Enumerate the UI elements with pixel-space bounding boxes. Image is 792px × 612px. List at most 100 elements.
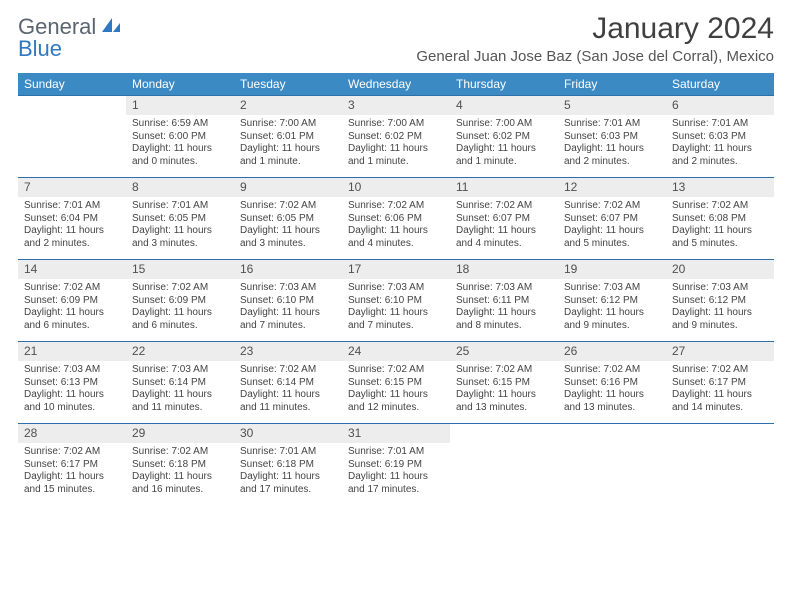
- day-number: 21: [18, 342, 126, 361]
- col-tuesday: Tuesday: [234, 73, 342, 96]
- day-number: 30: [234, 424, 342, 443]
- sunset-line: Sunset: 6:02 PM: [348, 131, 444, 144]
- day-number: 8: [126, 178, 234, 197]
- sunset-line: Sunset: 6:12 PM: [564, 295, 660, 308]
- daylight-line: Daylight: 11 hours and 14 minutes.: [672, 389, 768, 414]
- day-number: 19: [558, 260, 666, 279]
- calendar-day-cell: [450, 424, 558, 506]
- sunrise-line: Sunrise: 7:03 AM: [348, 282, 444, 295]
- sunset-line: Sunset: 6:10 PM: [240, 295, 336, 308]
- calendar-day-cell: 27 Sunrise: 7:02 AMSunset: 6:17 PMDayligh…: [666, 342, 774, 424]
- col-thursday: Thursday: [450, 73, 558, 96]
- sunset-line: Sunset: 6:15 PM: [348, 377, 444, 390]
- calendar-day-cell: 29Sunrise: 7:02 AMSunset: 6:18 PMDayligh…: [126, 424, 234, 506]
- day-number: 25: [450, 342, 558, 361]
- col-friday: Friday: [558, 73, 666, 96]
- sunset-line: Sunset: 6:05 PM: [240, 213, 336, 226]
- day-details: Sunrise: 7:03 AMSunset: 6:11 PMDaylight:…: [450, 279, 558, 338]
- daylight-line: Daylight: 11 hours and 9 minutes.: [672, 307, 768, 332]
- day-details: Sunrise: 7:02 AMSunset: 6:07 PMDaylight:…: [450, 197, 558, 256]
- calendar-day-cell: 25Sunrise: 7:02 AMSunset: 6:15 PMDayligh…: [450, 342, 558, 424]
- sunrise-line: Sunrise: 7:03 AM: [240, 282, 336, 295]
- day-details: Sunrise: 7:02 AMSunset: 6:15 PMDaylight:…: [450, 361, 558, 420]
- day-details: Sunrise: 7:02 AMSunset: 6:14 PMDaylight:…: [234, 361, 342, 420]
- calendar-day-cell: 16Sunrise: 7:03 AMSunset: 6:10 PMDayligh…: [234, 260, 342, 342]
- day-details: Sunrise: 7:00 AMSunset: 6:02 PMDaylight:…: [450, 115, 558, 174]
- sunset-line: Sunset: 6:16 PM: [564, 377, 660, 390]
- daylight-line: Daylight: 11 hours and 5 minutes.: [672, 225, 768, 250]
- day-number: 29: [126, 424, 234, 443]
- day-number: 7: [18, 178, 126, 197]
- calendar-day-cell: 30Sunrise: 7:01 AMSunset: 6:18 PMDayligh…: [234, 424, 342, 506]
- sunrise-line: Sunrise: 7:02 AM: [456, 364, 552, 377]
- daylight-line: Daylight: 11 hours and 15 minutes.: [24, 471, 120, 496]
- sunset-line: Sunset: 6:14 PM: [132, 377, 228, 390]
- day-number: 11: [450, 178, 558, 197]
- sunset-line: Sunset: 6:19 PM: [348, 459, 444, 472]
- calendar-day-cell: 1Sunrise: 6:59 AMSunset: 6:00 PMDaylight…: [126, 96, 234, 178]
- daylight-line: Daylight: 11 hours and 16 minutes.: [132, 471, 228, 496]
- sunrise-line: Sunrise: 7:03 AM: [672, 282, 768, 295]
- day-number: 16: [234, 260, 342, 279]
- daylight-line: Daylight: 11 hours and 1 minute.: [456, 143, 552, 168]
- sunrise-line: Sunrise: 6:59 AM: [132, 118, 228, 131]
- daylight-line: Daylight: 11 hours and 4 minutes.: [348, 225, 444, 250]
- sunrise-line: Sunrise: 7:01 AM: [24, 200, 120, 213]
- calendar-day-cell: 11Sunrise: 7:02 AMSunset: 6:07 PMDayligh…: [450, 178, 558, 260]
- day-details: Sunrise: 7:03 AMSunset: 6:12 PMDaylight:…: [558, 279, 666, 338]
- day-details: Sunrise: 7:03 AMSunset: 6:12 PMDaylight:…: [666, 279, 774, 338]
- calendar-week-row: 14Sunrise: 7:02 AMSunset: 6:09 PMDayligh…: [18, 260, 774, 342]
- sunset-line: Sunset: 6:09 PM: [24, 295, 120, 308]
- month-title: January 2024: [416, 12, 774, 46]
- day-number: 24: [342, 342, 450, 361]
- sunset-line: Sunset: 6:01 PM: [240, 131, 336, 144]
- sunset-line: Sunset: 6:00 PM: [132, 131, 228, 144]
- sunset-line: Sunset: 6:18 PM: [240, 459, 336, 472]
- day-details: Sunrise: 7:02 AMSunset: 6:09 PMDaylight:…: [18, 279, 126, 338]
- calendar-day-cell: 13Sunrise: 7:02 AMSunset: 6:08 PMDayligh…: [666, 178, 774, 260]
- day-number: 12: [558, 178, 666, 197]
- sunrise-line: Sunrise: 7:01 AM: [348, 446, 444, 459]
- col-sunday: Sunday: [18, 73, 126, 96]
- daylight-line: Daylight: 11 hours and 13 minutes.: [456, 389, 552, 414]
- daylight-line: Daylight: 11 hours and 2 minutes.: [24, 225, 120, 250]
- day-details: Sunrise: 7:03 AMSunset: 6:13 PMDaylight:…: [18, 361, 126, 420]
- day-number: 23: [234, 342, 342, 361]
- sunrise-line: Sunrise: 7:02 AM: [672, 364, 768, 377]
- sunset-line: Sunset: 6:05 PM: [132, 213, 228, 226]
- sunset-line: Sunset: 6:17 PM: [672, 377, 768, 390]
- daylight-line: Daylight: 11 hours and 17 minutes.: [240, 471, 336, 496]
- day-details: Sunrise: 7:01 AMSunset: 6:18 PMDaylight:…: [234, 443, 342, 502]
- weekday-header-row: Sunday Monday Tuesday Wednesday Thursday…: [18, 73, 774, 96]
- day-details: Sunrise: 7:00 AMSunset: 6:02 PMDaylight:…: [342, 115, 450, 174]
- sunrise-line: Sunrise: 7:02 AM: [240, 200, 336, 213]
- day-number: 28: [18, 424, 126, 443]
- daylight-line: Daylight: 11 hours and 12 minutes.: [348, 389, 444, 414]
- day-details: Sunrise: 7:03 AMSunset: 6:10 PMDaylight:…: [342, 279, 450, 338]
- daylight-line: Daylight: 11 hours and 11 minutes.: [240, 389, 336, 414]
- sunrise-line: Sunrise: 7:03 AM: [456, 282, 552, 295]
- col-wednesday: Wednesday: [342, 73, 450, 96]
- day-details: Sunrise: 7:02 AMSunset: 6:08 PMDaylight:…: [666, 197, 774, 256]
- day-number: 18: [450, 260, 558, 279]
- sunrise-line: Sunrise: 7:02 AM: [456, 200, 552, 213]
- day-number: 6: [666, 96, 774, 115]
- sunset-line: Sunset: 6:04 PM: [24, 213, 120, 226]
- day-number: 5: [558, 96, 666, 115]
- calendar-day-cell: 15Sunrise: 7:02 AMSunset: 6:09 PMDayligh…: [126, 260, 234, 342]
- calendar-table: Sunday Monday Tuesday Wednesday Thursday…: [18, 73, 774, 506]
- sunset-line: Sunset: 6:15 PM: [456, 377, 552, 390]
- brand-logo: General Blue: [18, 12, 122, 60]
- day-details: Sunrise: 7:02 AMSunset: 6:18 PMDaylight:…: [126, 443, 234, 502]
- day-number: 15: [126, 260, 234, 279]
- day-details: Sunrise: 7:02 AMSunset: 6:07 PMDaylight:…: [558, 197, 666, 256]
- calendar-week-row: 7Sunrise: 7:01 AMSunset: 6:04 PMDaylight…: [18, 178, 774, 260]
- day-number: 27: [666, 342, 774, 361]
- day-details: Sunrise: 7:01 AMSunset: 6:05 PMDaylight:…: [126, 197, 234, 256]
- daylight-line: Daylight: 11 hours and 7 minutes.: [348, 307, 444, 332]
- calendar-day-cell: [666, 424, 774, 506]
- calendar-day-cell: [558, 424, 666, 506]
- day-number: 2: [234, 96, 342, 115]
- sunset-line: Sunset: 6:07 PM: [456, 213, 552, 226]
- sunrise-line: Sunrise: 7:02 AM: [132, 282, 228, 295]
